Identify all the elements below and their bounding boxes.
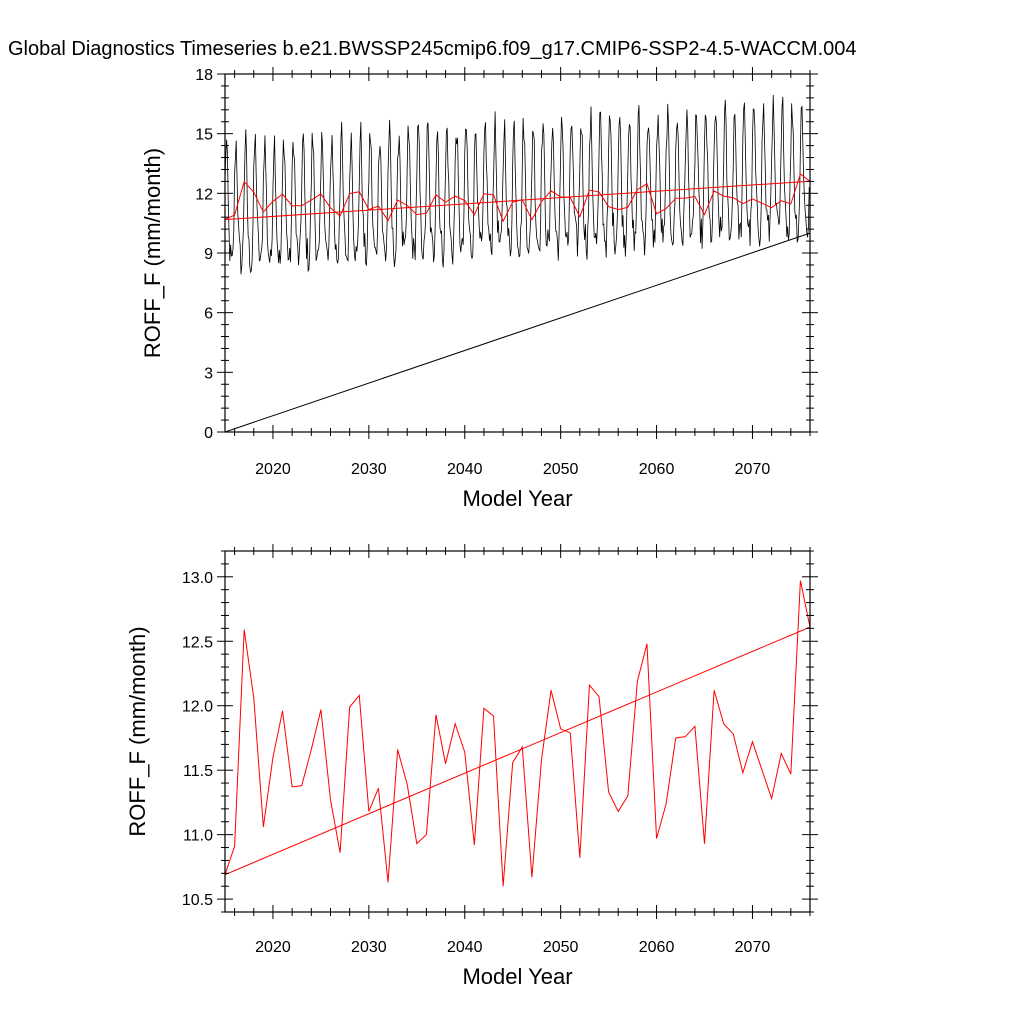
plot-area [225,580,810,887]
y-tick-label: 9 [204,246,213,263]
x-axis-title: Model Year [462,486,572,511]
diagonal-reference-line [225,232,810,432]
annual-mean-roff-f-line [225,580,810,887]
x-tick-label: 2050 [543,939,579,956]
y-tick-label: 11.5 [183,763,213,780]
plot-frame [224,550,811,913]
x-tick-label: 2020 [255,461,291,478]
y-tick-label: 6 [204,306,213,323]
y-axis-title: ROFF_F (mm/month) [140,148,165,358]
y-tick-label: 18 [195,67,213,84]
y-tick-label: 0 [204,425,213,442]
x-tick-label: 2050 [543,461,579,478]
x-tick-label: 2030 [351,461,387,478]
bottom-panel: 2020 2030 2040 2050 2060 2070 10.5 11.0 11.5 12.0… [125,544,818,989]
x-tick-label: 2040 [447,461,483,478]
y-tick-label: 15 [195,127,213,144]
x-tick-label: 2020 [255,939,291,956]
chart-title: Global Diagnostics Timeseries b.e21.BWSS… [8,38,857,60]
y-tick-label: 12.5 [182,634,213,651]
x-tick-label: 2070 [735,939,771,956]
y-tick-label: 13.0 [182,570,213,587]
x-tick-label: 2040 [447,939,483,956]
plot-frame [224,73,811,433]
y-tick-label: 12 [195,186,213,203]
x-tick-label: 2030 [351,939,387,956]
monthly-roff-f-line [225,94,810,275]
y-tick-label: 11.0 [183,828,213,845]
plot-area [225,94,810,432]
linear-trend-line [225,626,810,876]
y-tick-label: 12.0 [182,699,213,716]
x-tick-label: 2060 [639,461,675,478]
linear-trend-line [225,180,810,221]
x-tick-label: 2070 [735,461,771,478]
y-tick-label: 3 [204,365,213,382]
top-panel: 2020 2030 2040 2050 2060 2070 0 3 6 9 12 15 18 Model … [140,67,818,511]
y-axis-title: ROFF_F (mm/month) [125,626,150,836]
y-tick-label: 10.5 [182,892,213,909]
x-axis-title: Model Year [462,964,572,989]
x-tick-label: 2060 [639,939,675,956]
